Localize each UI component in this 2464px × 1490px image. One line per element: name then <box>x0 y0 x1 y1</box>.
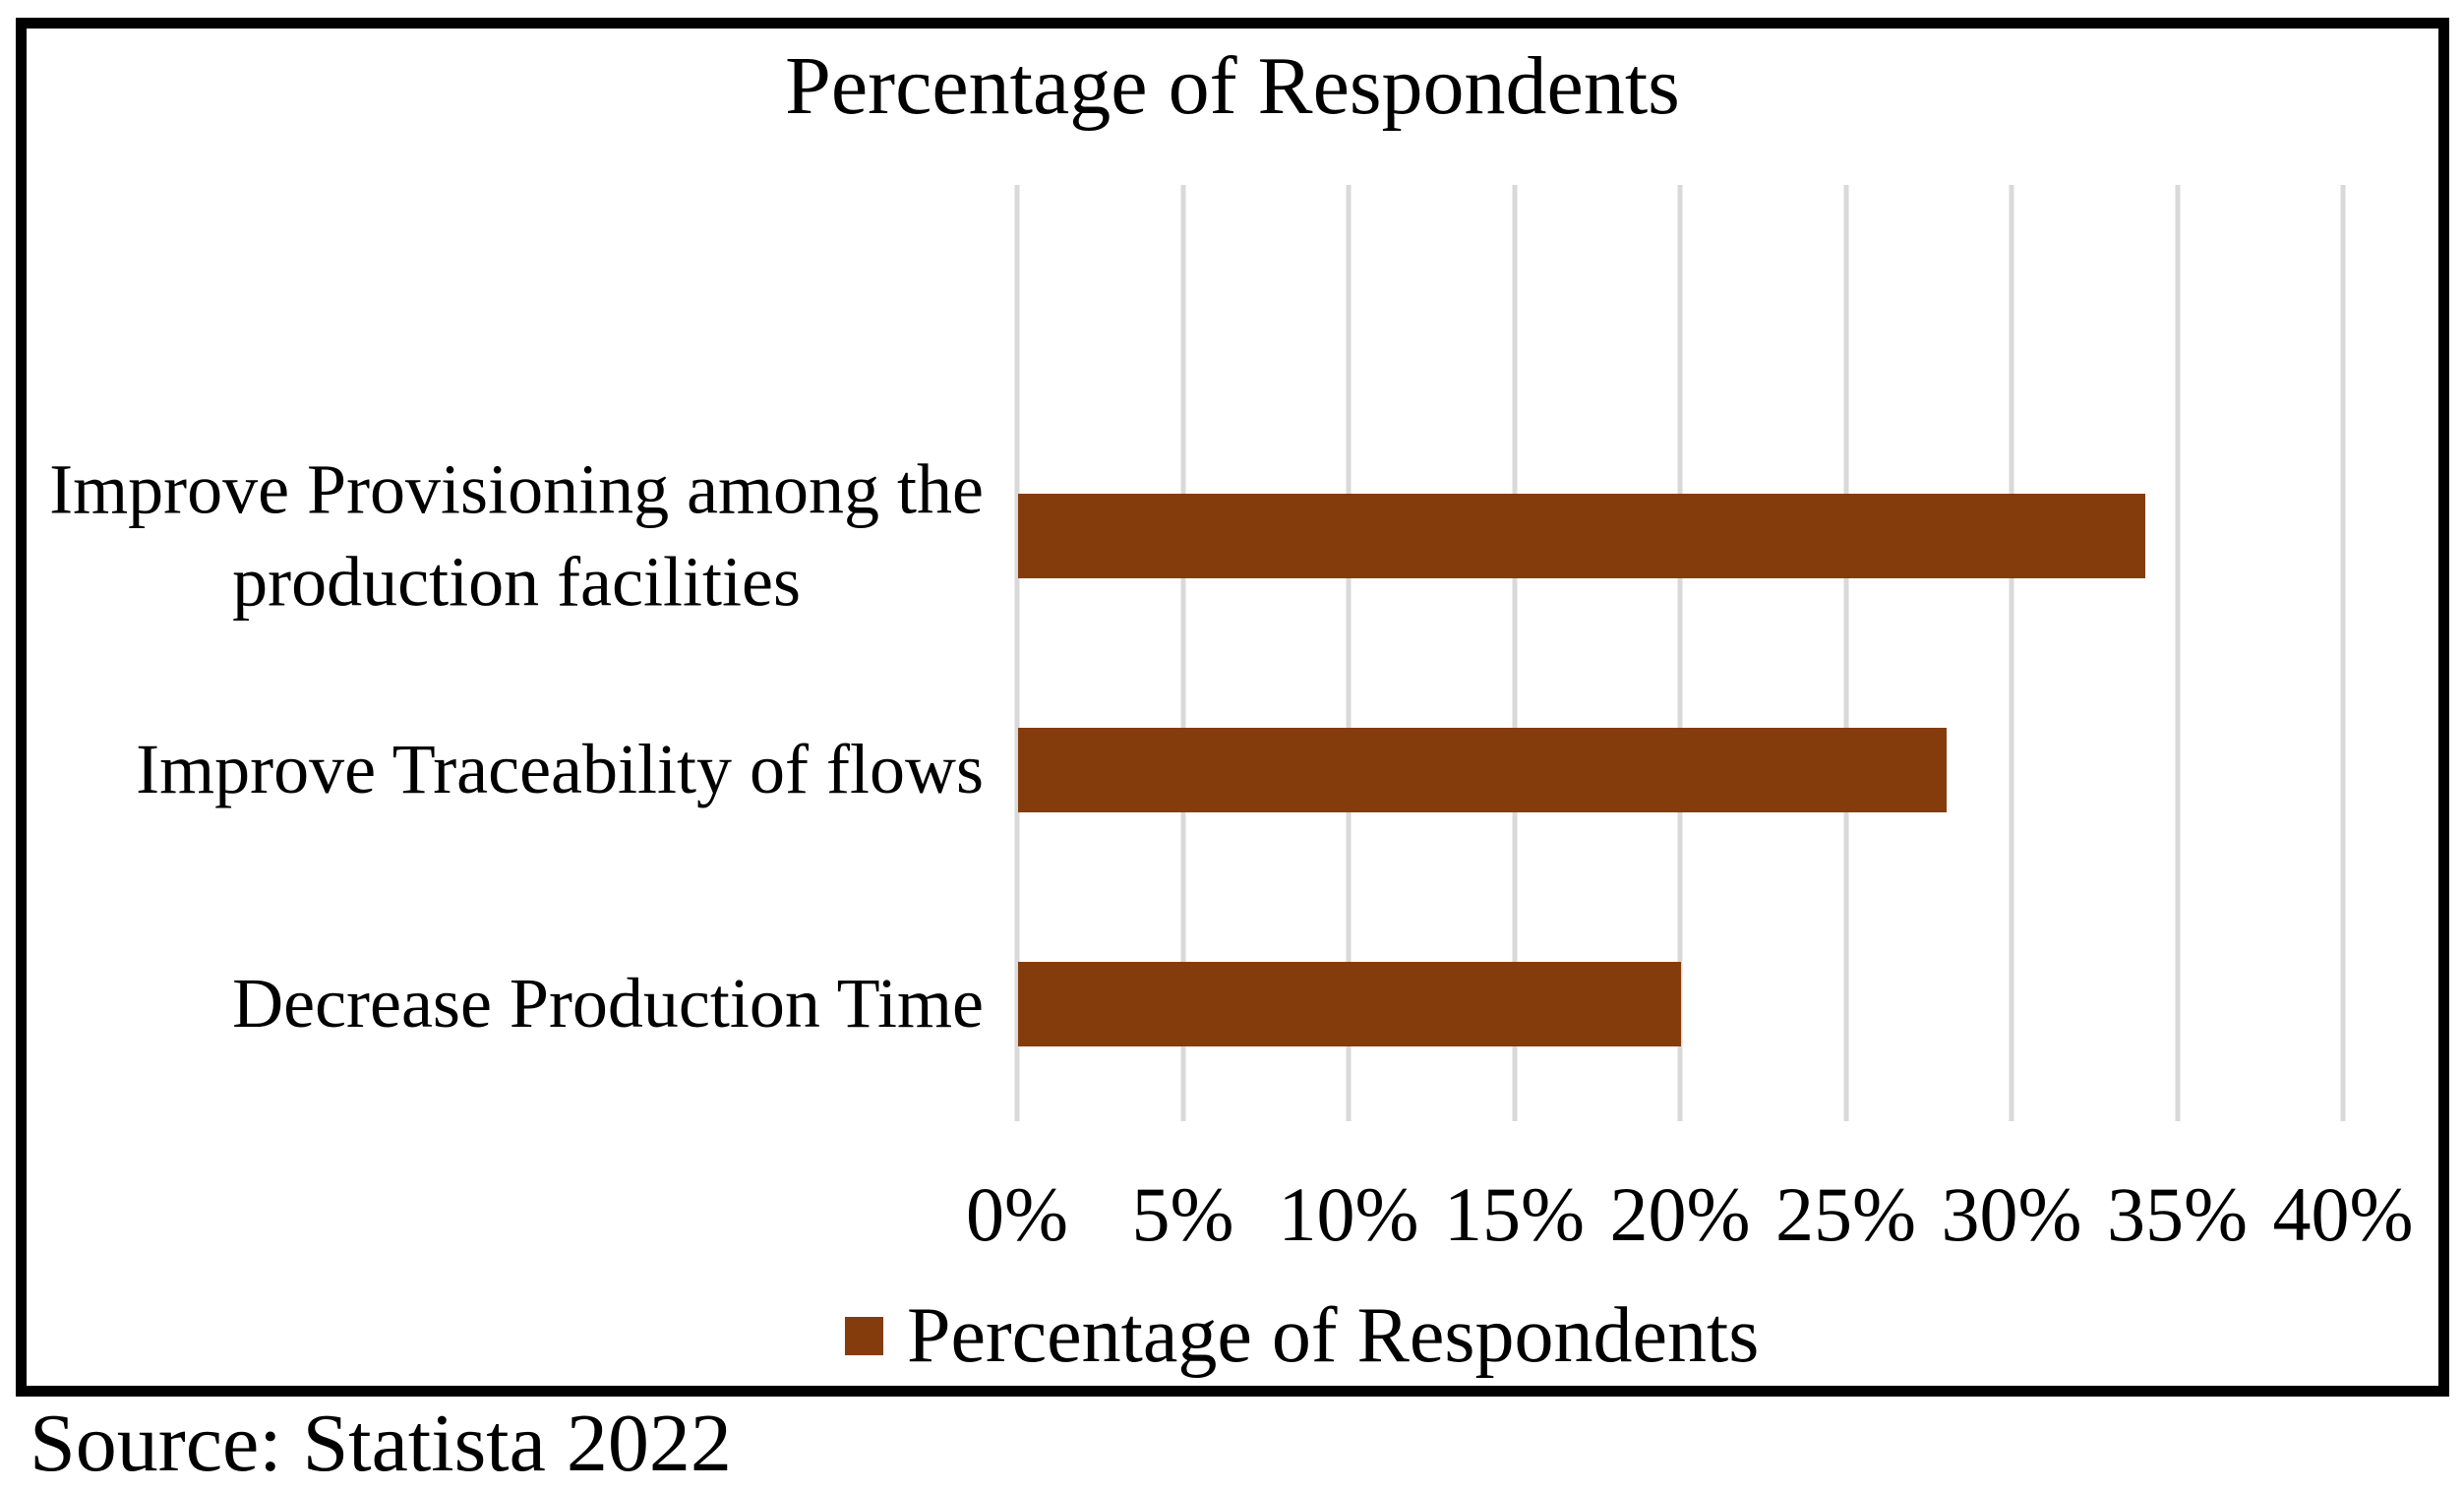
gridline <box>2175 185 2180 1121</box>
bar <box>1018 728 1947 812</box>
legend: Percentage of Respondents <box>845 1296 1759 1375</box>
gridline <box>1180 185 1185 1121</box>
category-label: Improve Traceability of flows <box>136 730 984 809</box>
value-axis-tick-label: 30% <box>1941 1171 2082 1257</box>
value-axis-tick-label: 20% <box>1609 1171 1751 1257</box>
category-label: Improve Provisioning among the production… <box>49 449 984 621</box>
gridline <box>1677 185 1683 1121</box>
value-axis-tick-label: 0% <box>966 1171 1068 1257</box>
value-axis-labels: 0% 5% 10% 15% 20% 25% 30% 35% 40% <box>966 1171 2413 1275</box>
value-axis-tick-label: 35% <box>2107 1171 2248 1257</box>
legend-label: Percentage of Respondents <box>907 1292 1760 1379</box>
chart-title: Percentage of Respondents <box>785 40 1680 132</box>
gridline <box>2340 185 2346 1121</box>
gridline <box>2009 185 2014 1121</box>
value-axis-tick-label: 10% <box>1278 1171 1419 1257</box>
value-axis-tick-label: 40% <box>2272 1171 2414 1257</box>
gridline <box>1346 185 1352 1121</box>
category-label: Decrease Production Time <box>232 964 984 1043</box>
chart-frame <box>16 18 2449 1397</box>
gridline <box>1512 185 1517 1121</box>
source-note: Source: Statista 2022 <box>30 1398 732 1489</box>
bar <box>1018 962 1681 1046</box>
value-axis-tick-label: 15% <box>1444 1171 1585 1257</box>
gridline <box>1843 185 1848 1121</box>
category-label-row: Improve Traceability of flows <box>30 724 984 816</box>
plot-area <box>1014 185 2346 1121</box>
category-label-row: Decrease Production Time <box>30 958 984 1050</box>
legend-swatch <box>845 1316 883 1355</box>
value-axis-tick-label: 5% <box>1131 1171 1234 1257</box>
category-label-row: Improve Provisioning among the production… <box>30 444 984 627</box>
value-axis-tick-label: 25% <box>1775 1171 1916 1257</box>
category-axis-labels: Improve Provisioning among the production… <box>30 185 984 1121</box>
gridline <box>1014 185 1020 1121</box>
bar <box>1018 494 2145 578</box>
